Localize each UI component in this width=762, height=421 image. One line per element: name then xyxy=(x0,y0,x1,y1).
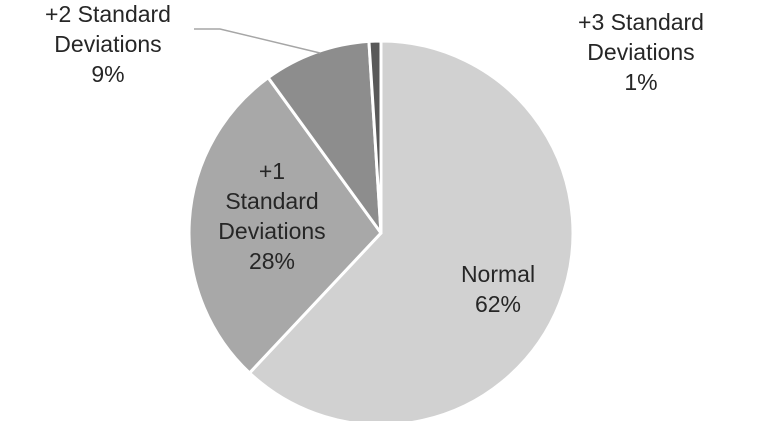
pie-slice-3 xyxy=(367,39,383,235)
pie-slice-1 xyxy=(187,76,383,375)
slice-label-0: Normal 62% xyxy=(461,261,535,317)
leader-line-2 xyxy=(194,28,321,54)
slice-label-line: Deviations xyxy=(587,39,694,65)
slices-layer xyxy=(187,39,575,421)
slice-label-line: Standard xyxy=(225,188,318,214)
slice-label-line: 62% xyxy=(475,291,521,317)
slice-label-line: +2 Standard xyxy=(45,1,171,27)
slice-label-1: +1 Standard Deviations 28% xyxy=(218,158,325,274)
slice-labels-layer: Normal 62% +1 Standard Deviations 28% +2 Stand… xyxy=(45,1,704,317)
slice-label-line: Deviations xyxy=(54,31,161,57)
pie-slice-0 xyxy=(248,39,575,421)
slice-label-line: +1 xyxy=(259,158,285,184)
slice-label-line: 1% xyxy=(624,69,657,95)
slice-label-line: 28% xyxy=(249,248,295,274)
slice-label-line: Normal xyxy=(461,261,535,287)
slice-label-line: Deviations xyxy=(218,218,325,244)
slice-label-3: +3 Standard Deviations 1% xyxy=(578,9,704,95)
slice-label-2: +2 Standard Deviations 9% xyxy=(45,1,171,87)
slice-label-line: +3 Standard xyxy=(578,9,704,35)
leader-lines-layer xyxy=(194,28,321,54)
slice-label-line: 9% xyxy=(91,61,124,87)
